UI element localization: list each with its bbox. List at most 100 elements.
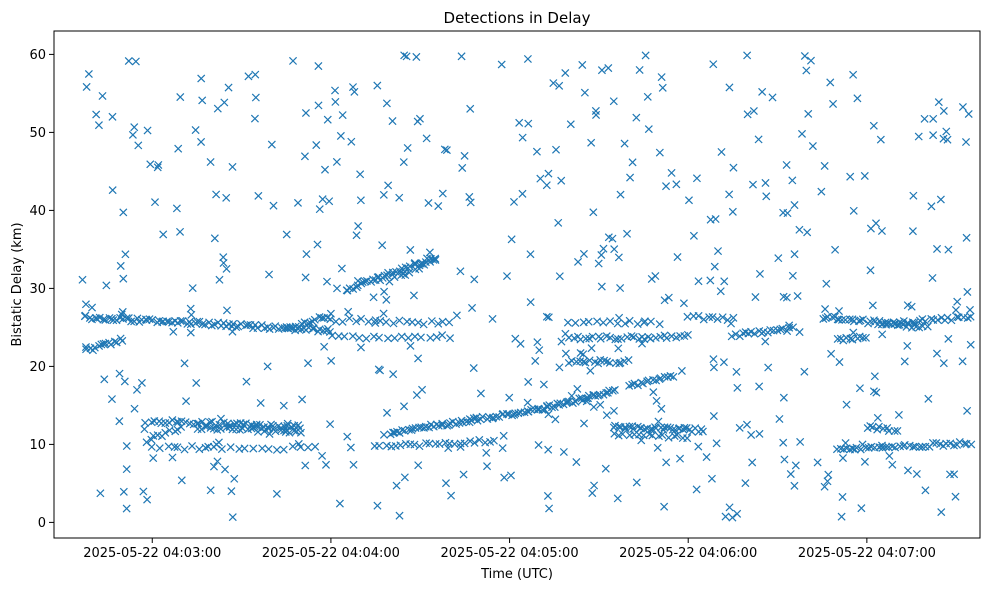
data-point: [132, 385, 142, 394]
data-point: [374, 365, 383, 374]
data-point: [227, 487, 236, 496]
data-point: [939, 106, 948, 115]
data-point: [788, 176, 797, 185]
data-point: [779, 393, 788, 402]
data-point: [773, 326, 782, 335]
data-point: [247, 424, 256, 433]
data-point: [640, 318, 649, 327]
data-point: [945, 470, 955, 479]
data-point: [845, 315, 854, 324]
data-point: [291, 322, 300, 331]
data-point: [649, 375, 658, 384]
data-point: [793, 291, 802, 301]
x-tick-label: 2025-05-22 04:03:00: [83, 546, 221, 561]
data-point: [482, 448, 491, 457]
data-point: [557, 337, 566, 346]
data-point: [649, 388, 658, 397]
data-point: [318, 451, 327, 460]
data-point: [657, 73, 666, 82]
data-point: [212, 190, 221, 199]
data-point: [378, 241, 387, 250]
data-point: [438, 189, 447, 198]
data-point: [380, 287, 389, 296]
data-point: [301, 108, 310, 118]
data-point: [790, 201, 799, 210]
data-point: [405, 262, 414, 271]
data-point: [689, 231, 698, 240]
data-point: [535, 346, 544, 355]
data-point: [921, 317, 930, 326]
data-point: [563, 318, 572, 327]
data-point: [119, 274, 128, 283]
data-point: [376, 276, 385, 285]
data-point: [457, 52, 466, 61]
data-point: [943, 135, 952, 144]
data-point: [841, 438, 850, 448]
data-point: [632, 113, 641, 122]
data-point: [725, 190, 734, 199]
data-point: [267, 140, 276, 149]
data-point: [958, 102, 967, 112]
data-point: [732, 367, 741, 376]
data-point: [198, 96, 207, 105]
data-point: [374, 333, 384, 342]
data-point: [253, 323, 262, 333]
data-point: [903, 341, 912, 350]
data-point: [831, 245, 840, 254]
data-point: [115, 417, 124, 426]
data-point: [281, 427, 290, 437]
data-point: [431, 254, 440, 263]
data-point: [608, 386, 617, 395]
data-point: [610, 385, 619, 394]
data-point: [404, 333, 413, 342]
data-point: [551, 415, 560, 424]
data-point: [325, 327, 334, 337]
data-point: [555, 81, 564, 90]
data-point: [466, 198, 475, 207]
data-point: [236, 319, 245, 328]
data-point: [761, 178, 770, 187]
data-point: [786, 470, 795, 479]
data-point: [808, 142, 817, 151]
data-point: [209, 462, 218, 471]
data-point: [944, 245, 953, 254]
data-point: [148, 315, 157, 324]
data-point: [180, 359, 189, 368]
data-point: [903, 466, 912, 475]
data-point: [465, 415, 474, 424]
data-point: [561, 68, 570, 78]
data-point: [551, 145, 561, 154]
data-point: [222, 306, 232, 315]
data-point: [422, 134, 431, 143]
data-point: [228, 425, 237, 434]
data-point: [399, 269, 408, 278]
data-point: [707, 474, 716, 483]
data-point: [593, 317, 602, 326]
data-point: [652, 396, 661, 405]
data-point: [314, 101, 323, 110]
data-point: [294, 439, 303, 448]
data-point: [408, 318, 417, 327]
data-point: [875, 316, 884, 325]
data-point: [182, 397, 191, 406]
data-point: [543, 491, 552, 500]
data-point: [220, 98, 229, 107]
data-point: [834, 315, 843, 324]
data-point: [534, 440, 543, 450]
data-point: [821, 305, 830, 314]
data-point: [702, 453, 711, 462]
data-point: [640, 335, 649, 344]
data-point: [228, 513, 237, 522]
data-point: [966, 340, 975, 349]
data-point: [356, 343, 365, 352]
data-point: [838, 454, 847, 463]
data-point: [438, 317, 447, 326]
data-point: [200, 320, 210, 329]
data-point: [282, 230, 291, 239]
data-point: [448, 417, 457, 426]
data-point: [354, 222, 363, 231]
data-point: [269, 201, 278, 210]
data-point: [304, 359, 313, 368]
data-point: [768, 93, 777, 102]
data-point: [409, 291, 418, 300]
